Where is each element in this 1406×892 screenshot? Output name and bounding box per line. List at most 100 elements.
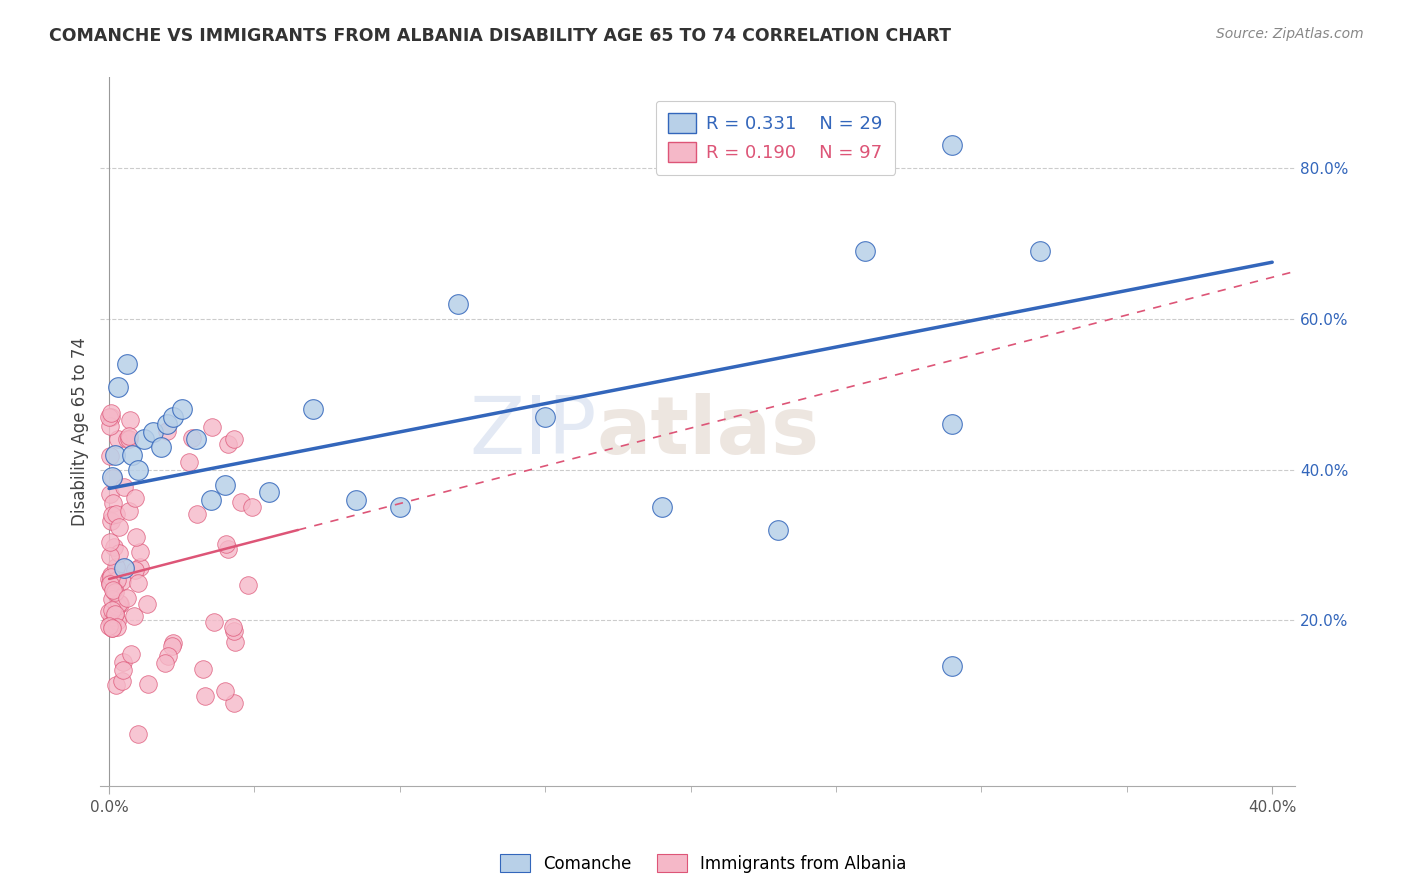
Point bbox=[112, 663, 135, 677]
Point bbox=[103, 583, 125, 598]
Point bbox=[98, 410, 121, 425]
Point bbox=[124, 563, 146, 577]
Legend: R = 0.331    N = 29, R = 0.190    N = 97: R = 0.331 N = 29, R = 0.190 N = 97 bbox=[655, 101, 896, 175]
Point bbox=[344, 492, 367, 507]
Point bbox=[181, 431, 204, 445]
Point bbox=[118, 433, 141, 447]
Point bbox=[224, 624, 246, 638]
Point bbox=[240, 500, 263, 514]
Point bbox=[103, 580, 125, 594]
Point bbox=[214, 477, 236, 491]
Point bbox=[132, 433, 155, 447]
Point bbox=[853, 244, 876, 258]
Text: COMANCHE VS IMMIGRANTS FROM ALBANIA DISABILITY AGE 65 TO 74 CORRELATION CHART: COMANCHE VS IMMIGRANTS FROM ALBANIA DISA… bbox=[49, 27, 952, 45]
Point bbox=[127, 726, 149, 740]
Point bbox=[108, 596, 131, 610]
Point bbox=[217, 437, 239, 451]
Point bbox=[186, 508, 208, 522]
Point bbox=[112, 655, 135, 669]
Point bbox=[447, 296, 470, 310]
Point bbox=[941, 138, 963, 153]
Y-axis label: Disability Age 65 to 74: Disability Age 65 to 74 bbox=[72, 337, 89, 526]
Point bbox=[114, 480, 136, 494]
Point bbox=[534, 409, 557, 424]
Point bbox=[100, 615, 122, 630]
Point bbox=[115, 433, 138, 447]
Point bbox=[105, 620, 128, 634]
Point bbox=[941, 417, 963, 432]
Point bbox=[117, 591, 139, 606]
Point bbox=[98, 418, 121, 433]
Point bbox=[153, 657, 176, 671]
Point bbox=[100, 568, 122, 582]
Point bbox=[105, 598, 128, 612]
Point bbox=[128, 545, 150, 559]
Point bbox=[136, 677, 159, 691]
Point bbox=[104, 584, 127, 599]
Point bbox=[120, 648, 142, 662]
Point bbox=[105, 573, 128, 587]
Point bbox=[118, 428, 141, 442]
Point bbox=[104, 607, 127, 622]
Point bbox=[224, 697, 246, 711]
Point bbox=[103, 470, 125, 484]
Point bbox=[651, 500, 673, 515]
Point bbox=[111, 674, 134, 689]
Point bbox=[101, 620, 124, 634]
Point bbox=[105, 614, 128, 628]
Point bbox=[191, 662, 214, 676]
Point bbox=[104, 678, 127, 692]
Point bbox=[118, 413, 141, 427]
Point bbox=[162, 636, 184, 650]
Point bbox=[229, 494, 252, 508]
Point bbox=[112, 560, 135, 574]
Point bbox=[101, 496, 124, 510]
Point bbox=[103, 540, 125, 554]
Point bbox=[107, 546, 129, 560]
Point bbox=[122, 609, 145, 624]
Text: atlas: atlas bbox=[596, 392, 820, 471]
Point bbox=[98, 549, 121, 563]
Point bbox=[194, 689, 217, 703]
Point bbox=[121, 448, 143, 462]
Point bbox=[214, 537, 236, 551]
Point bbox=[100, 577, 122, 591]
Point bbox=[127, 462, 149, 476]
Point bbox=[101, 610, 124, 624]
Point bbox=[142, 425, 165, 439]
Point bbox=[1028, 244, 1050, 258]
Point bbox=[200, 492, 222, 507]
Point bbox=[170, 402, 193, 417]
Point bbox=[201, 420, 224, 434]
Point bbox=[388, 500, 411, 515]
Point bbox=[125, 530, 148, 544]
Point bbox=[160, 639, 183, 653]
Point bbox=[104, 606, 127, 620]
Point bbox=[217, 542, 239, 557]
Point bbox=[941, 658, 963, 673]
Point bbox=[101, 508, 124, 522]
Point bbox=[100, 576, 122, 591]
Point bbox=[101, 621, 124, 635]
Point bbox=[202, 615, 225, 629]
Point bbox=[107, 379, 129, 393]
Point bbox=[224, 635, 246, 649]
Point bbox=[98, 605, 121, 619]
Point bbox=[100, 409, 122, 424]
Point bbox=[257, 485, 280, 500]
Legend: Comanche, Immigrants from Albania: Comanche, Immigrants from Albania bbox=[494, 847, 912, 880]
Point bbox=[101, 583, 124, 598]
Point bbox=[127, 576, 149, 591]
Point bbox=[107, 433, 129, 447]
Point bbox=[222, 619, 245, 633]
Point bbox=[104, 448, 127, 462]
Point bbox=[104, 508, 127, 522]
Point bbox=[98, 572, 121, 586]
Point bbox=[107, 519, 129, 533]
Point bbox=[766, 523, 789, 537]
Point bbox=[128, 560, 150, 574]
Point bbox=[100, 535, 122, 549]
Point bbox=[100, 514, 122, 528]
Point bbox=[100, 570, 122, 584]
Point bbox=[156, 649, 179, 664]
